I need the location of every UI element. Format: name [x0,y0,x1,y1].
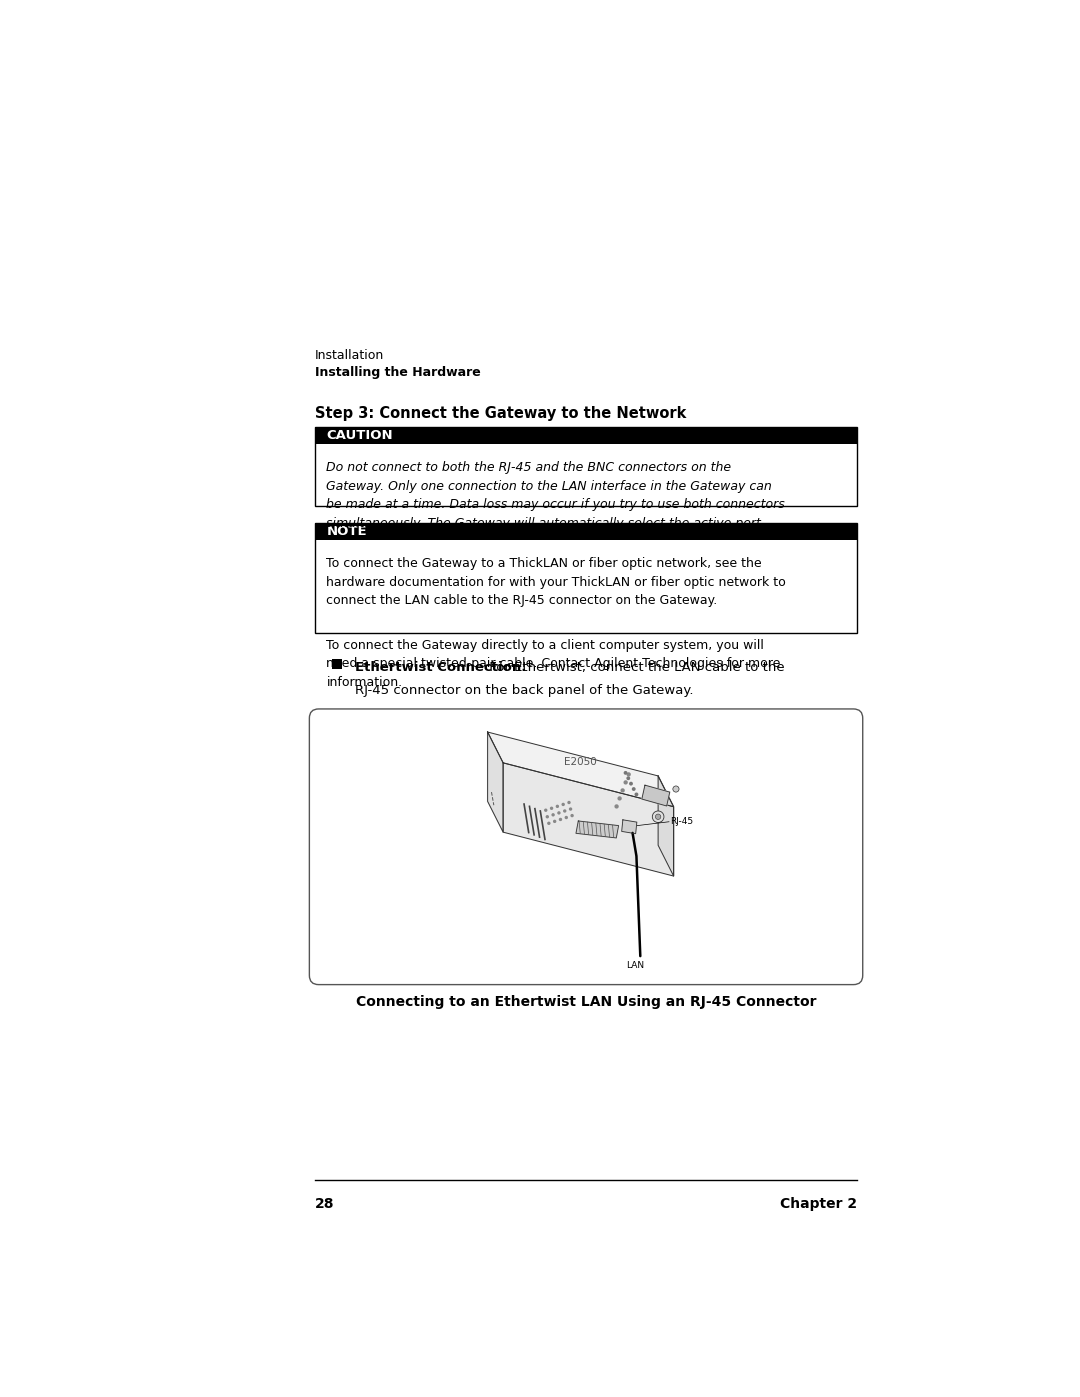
Text: Installation: Installation [314,349,384,362]
Circle shape [556,805,559,807]
Circle shape [548,821,551,826]
Text: LAN: LAN [626,961,645,970]
Text: Do not connect to both the RJ-45 and the BNC connectors on the
Gateway. Only one: Do not connect to both the RJ-45 and the… [326,461,785,529]
Bar [314,524,858,633]
Text: Connecting to an Ethertwist LAN Using an RJ-45 Connector: Connecting to an Ethertwist LAN Using an… [355,996,816,1010]
Circle shape [626,777,631,780]
Bar [314,427,858,444]
Circle shape [567,800,570,805]
Text: CAUTION: CAUTION [326,429,393,441]
Text: E2050: E2050 [564,757,597,767]
Circle shape [550,806,553,810]
Text: Chapter 2: Chapter 2 [780,1197,858,1211]
Circle shape [552,813,555,816]
Circle shape [562,803,565,806]
Polygon shape [488,732,674,806]
Circle shape [544,809,548,812]
Circle shape [553,820,556,823]
Text: Step 3: Connect the Gateway to the Network: Step 3: Connect the Gateway to the Netwo… [314,405,686,420]
Circle shape [656,814,661,820]
Polygon shape [503,763,674,876]
Circle shape [570,814,573,817]
Circle shape [545,814,549,819]
Circle shape [615,805,619,809]
Text: RJ-45: RJ-45 [671,817,693,826]
Circle shape [620,788,625,792]
FancyBboxPatch shape [309,708,863,985]
Circle shape [632,787,636,791]
Polygon shape [576,821,619,838]
Bar [314,427,858,506]
Circle shape [634,792,638,796]
Circle shape [618,796,622,800]
Circle shape [565,816,568,819]
Circle shape [673,787,679,792]
Text: 28: 28 [314,1197,335,1211]
Circle shape [629,782,633,785]
Polygon shape [622,820,637,834]
Text: To connect the Gateway to a ThickLAN or fiber optic network, see the
hardware do: To connect the Gateway to a ThickLAN or … [326,557,786,608]
Circle shape [626,773,631,777]
Circle shape [563,809,566,813]
Circle shape [569,807,572,810]
Text: NOTE: NOTE [326,525,367,538]
Polygon shape [642,785,670,806]
Text: For Ethertwist, connect the LAN cable to the: For Ethertwist, connect the LAN cable to… [485,661,785,675]
Text: RJ-45 connector on the back panel of the Gateway.: RJ-45 connector on the back panel of the… [355,685,693,697]
Text: Installing the Hardware: Installing the Hardware [314,366,481,379]
Circle shape [558,817,563,821]
Circle shape [623,771,627,775]
Circle shape [623,781,627,785]
Circle shape [652,812,664,823]
Bar [314,524,858,541]
Text: To connect the Gateway directly to a client computer system, you will
need a spe: To connect the Gateway directly to a cli… [326,638,781,689]
Bar [332,659,342,669]
Polygon shape [658,775,674,876]
Text: Ethertwist Connection.: Ethertwist Connection. [355,661,526,675]
Circle shape [557,812,561,814]
Polygon shape [488,732,503,833]
